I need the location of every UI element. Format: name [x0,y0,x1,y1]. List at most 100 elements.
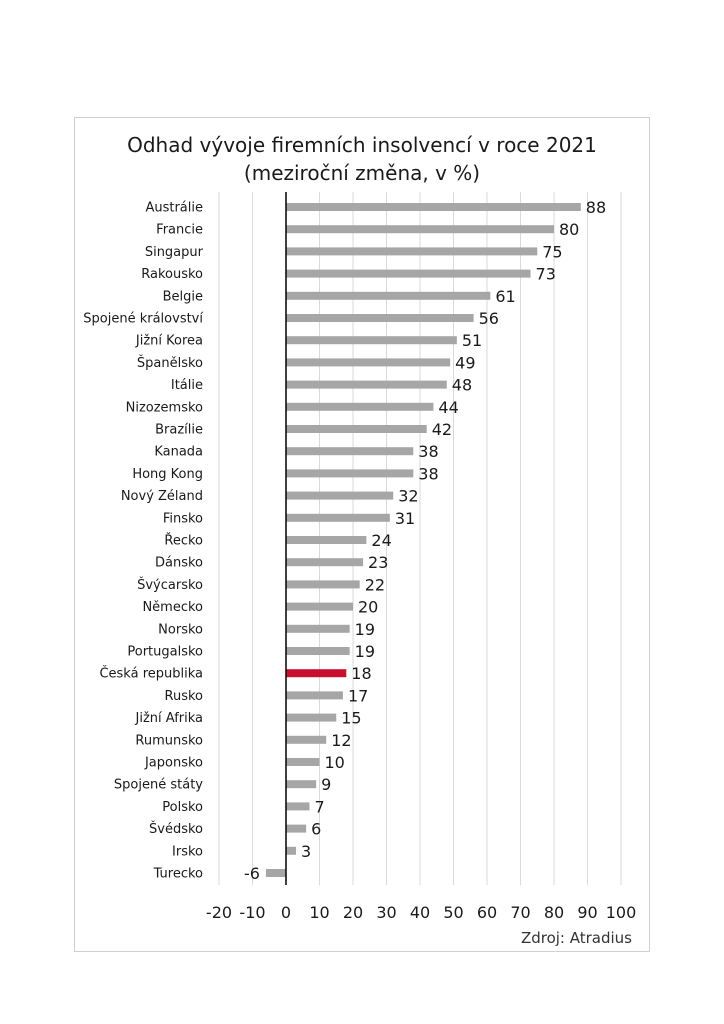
chart-source: Zdroj: Atradius [520,929,632,947]
category-label: Spojené státy [114,778,203,793]
value-label: 32 [398,487,418,506]
bar [286,735,327,744]
value-label: 42 [432,420,452,439]
bar [286,358,451,367]
x-tick-label: 80 [544,903,564,922]
category-label: Německo [142,600,203,615]
category-label: Jižní Afrika [135,711,203,726]
x-tick-label: 0 [281,903,291,922]
category-label: Polsko [162,800,203,815]
bar [286,269,531,278]
value-label: 10 [325,753,345,772]
bar [286,580,360,589]
bar [286,203,581,211]
value-label: 38 [418,442,438,461]
x-tick-label: 20 [343,903,363,922]
bar [286,824,307,833]
x-tick-label: -20 [206,903,232,922]
category-label: Nový Zéland [121,489,203,504]
value-label: 48 [452,376,472,395]
value-label: 24 [371,531,391,550]
category-label: Belgie [163,289,203,304]
bar [286,558,364,567]
category-label: Řecko [164,533,203,549]
value-label: 15 [341,709,361,728]
bar [286,225,554,234]
category-label: Rumunsko [135,733,203,748]
bar [286,536,367,544]
chart-subtitle: (meziroční změna, v %) [243,161,481,185]
bar [286,624,350,633]
bar [286,447,414,456]
value-label: 61 [495,287,515,306]
value-label: 19 [355,620,375,639]
value-label: 75 [542,242,562,261]
value-label: 22 [365,575,385,594]
bar [286,469,414,478]
category-label: Jižní Korea [135,334,203,349]
category-label: Kanada [154,445,203,460]
x-tick-label: 90 [577,903,597,922]
category-label: Švýcarsko [137,577,203,593]
category-label: Turecko [153,867,203,882]
value-label: 31 [395,509,415,528]
category-label: Česká republika [99,666,203,682]
bar [286,846,297,855]
value-label: -6 [244,864,260,883]
chart-title: Odhad vývoje firemních insolvencí v roce… [127,133,597,157]
x-tick-label: 50 [443,903,463,922]
bar [286,602,353,611]
category-label: Irsko [172,844,203,859]
x-tick-label: 70 [510,903,530,922]
category-label: Rakousko [141,267,203,282]
category-label: Hong Kong [132,467,203,482]
category-label: Francie [156,223,203,238]
bar [286,336,457,345]
category-label: Japonsko [144,756,203,771]
value-label: 49 [455,353,475,372]
category-label: Finsko [163,511,203,526]
value-label: 17 [348,686,368,705]
value-label: 7 [314,797,324,816]
value-label: 51 [462,331,482,350]
value-label: 20 [358,598,378,617]
bar [286,802,310,811]
value-label: 9 [321,775,331,794]
category-label: Singapur [145,245,204,260]
category-label: Nizozemsko [126,400,203,415]
bar [286,713,337,722]
x-tick-label: 100 [606,903,637,922]
bar [286,758,320,766]
bar [286,425,427,433]
value-label: 73 [536,265,556,284]
value-label: 88 [586,198,606,217]
bar [286,513,390,522]
category-label: Rusko [165,689,204,704]
x-tick-label: 10 [309,903,329,922]
bar [286,691,343,700]
bar [286,669,347,678]
value-label: 56 [479,309,499,328]
bar [286,380,447,389]
value-label: 3 [301,842,311,861]
value-label: 6 [311,820,321,839]
value-label: 19 [355,642,375,661]
category-label: Austrálie [145,201,203,216]
category-label: Itálie [171,378,203,393]
x-tick-label: 40 [410,903,430,922]
bar [286,291,491,300]
bar [286,314,474,322]
category-label: Portugalsko [127,645,203,660]
category-label: Brazílie [155,423,203,438]
category-label: Norsko [158,622,203,637]
bar [286,247,538,256]
x-tick-label: -10 [239,903,265,922]
value-label: 12 [331,731,351,750]
category-label: Spojené království [83,312,203,327]
value-label: 44 [438,398,458,417]
bar [286,402,434,411]
x-tick-label: 30 [376,903,396,922]
category-label: Dánsko [155,556,203,571]
value-label: 23 [368,553,388,572]
